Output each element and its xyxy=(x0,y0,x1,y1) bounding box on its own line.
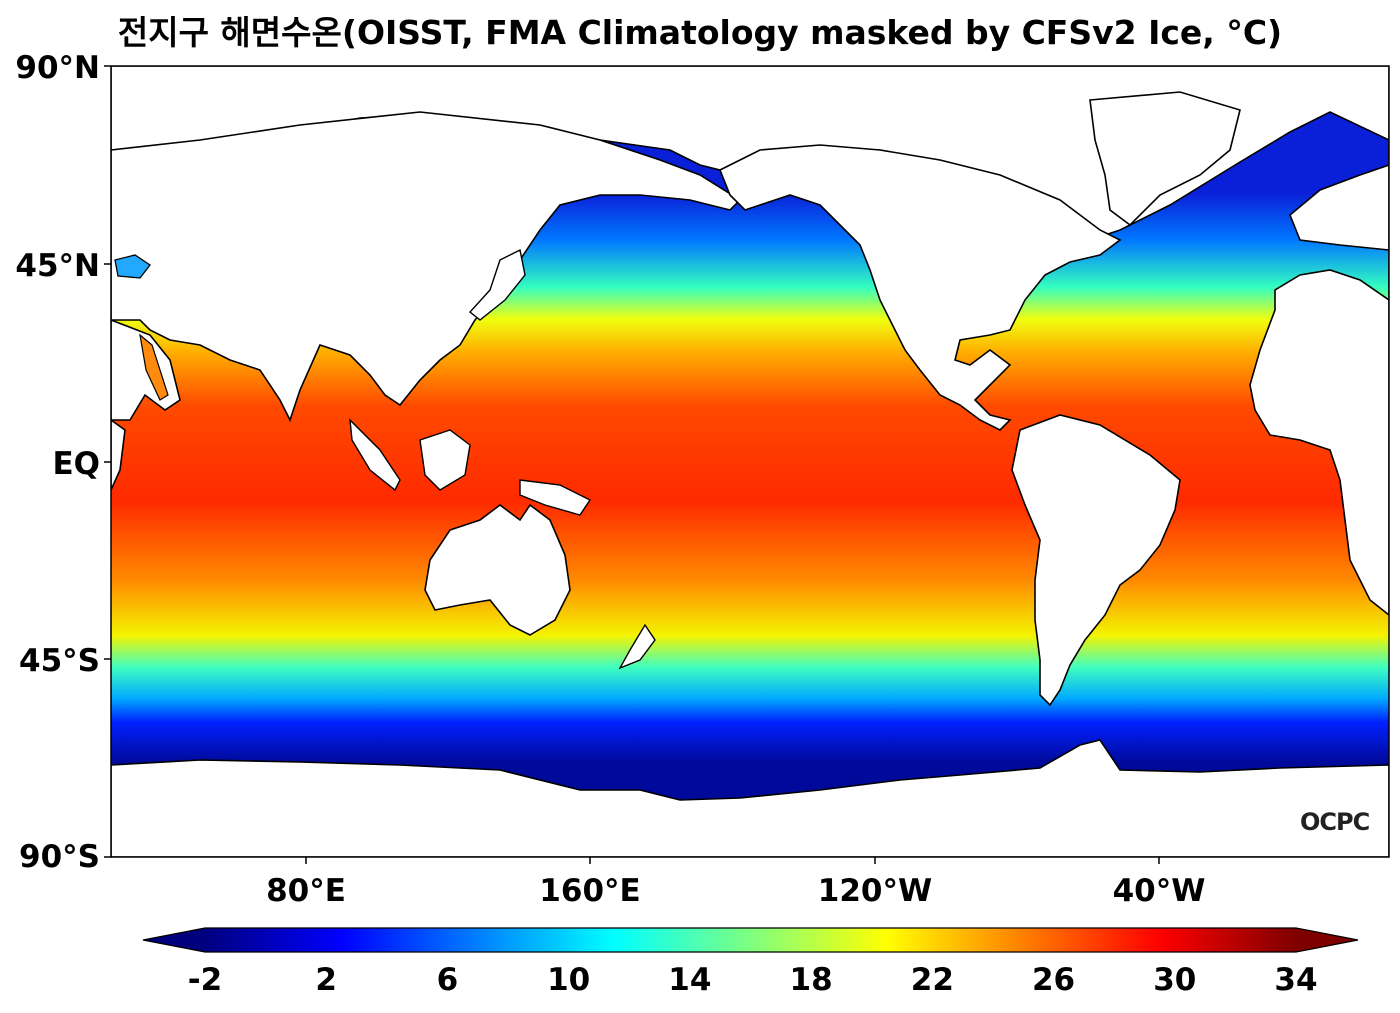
colorbar-tick-label: 14 xyxy=(668,962,712,998)
map-title: 전지구 해면수온(OISST, FMA Climatology masked b… xyxy=(117,13,1283,52)
lon-label-160e: 160°E xyxy=(539,873,641,909)
red-sea xyxy=(139,333,169,401)
borneo-land xyxy=(419,429,471,491)
lon-label-120w: 120°W xyxy=(817,873,933,909)
colorbar-tick-label: 30 xyxy=(1153,962,1197,998)
colorbar-body xyxy=(205,928,1296,952)
australia-land xyxy=(424,503,571,636)
sumatra-land xyxy=(349,418,401,492)
colorbar-tick-label: 26 xyxy=(1031,962,1076,998)
africa-east-land xyxy=(111,419,126,491)
colorbar-tick-label: 2 xyxy=(315,962,338,998)
colorbar-extend-high xyxy=(1296,928,1358,952)
lon-label-80e: 80°E xyxy=(266,873,346,909)
colorbar-extend-low xyxy=(143,928,205,952)
caspian-sea xyxy=(114,254,151,279)
lat-label-eq: EQ xyxy=(52,446,100,482)
colorbar-tick-label: 18 xyxy=(789,962,833,998)
ocpc-logo: OCPC xyxy=(1300,808,1370,836)
north-america-land xyxy=(718,144,1122,431)
lat-label-90s: 90°S xyxy=(19,839,100,875)
colorbar-tick-label: -2 xyxy=(187,962,223,998)
eurasia-land xyxy=(111,111,742,423)
colorbar-tick-label: 22 xyxy=(910,962,954,998)
south-america-land xyxy=(1011,414,1181,707)
lat-ticks xyxy=(104,65,111,858)
antarctica-land xyxy=(111,739,1389,857)
new-zealand-land xyxy=(618,623,656,670)
europe-africa-land xyxy=(1249,140,1389,617)
lon-ticks xyxy=(305,857,1160,864)
japan-land xyxy=(468,248,526,321)
colorbar-tick-label: 34 xyxy=(1274,962,1318,998)
colorbar-tick-label: 6 xyxy=(436,962,459,998)
colorbar-outline xyxy=(142,927,1359,953)
lon-label-40w: 40°W xyxy=(1112,873,1206,909)
colorbar-tick-label: 10 xyxy=(547,962,591,998)
lat-label-45s: 45°S xyxy=(19,643,100,679)
sst-field xyxy=(111,66,1389,857)
colorbar xyxy=(142,927,1359,953)
lat-label-45n: 45°N xyxy=(15,248,100,284)
greenland-land xyxy=(1089,91,1241,227)
new-guinea-land xyxy=(519,479,592,516)
lat-label-90n: 90°N xyxy=(15,50,100,86)
